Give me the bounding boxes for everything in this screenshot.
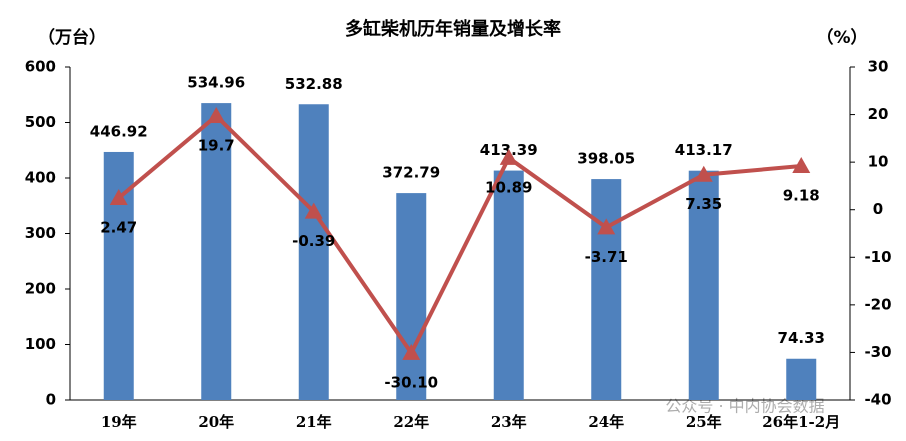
- y2-tick-label: 10: [868, 153, 889, 171]
- bar-value-label: 398.05: [577, 150, 635, 168]
- bar: [591, 179, 622, 400]
- line-value-label: -0.39: [292, 232, 335, 250]
- line-marker: [499, 148, 518, 165]
- line-marker: [694, 165, 713, 182]
- x-tick-label: 21年: [296, 413, 332, 431]
- bar: [493, 170, 524, 400]
- bar-value-label: 532.88: [285, 75, 343, 93]
- y-tick-label: 500: [25, 113, 56, 131]
- y2-tick-label: 0: [873, 200, 883, 218]
- y2-tick-label: -30: [864, 343, 891, 361]
- y2-tick-label: -20: [864, 295, 891, 313]
- line-marker: [109, 188, 128, 205]
- y-tick-label: 400: [25, 169, 56, 187]
- y2-tick-label: 30: [868, 58, 889, 76]
- line-marker: [792, 157, 811, 174]
- x-tick-label: 25年: [686, 413, 722, 431]
- x-tick-label: 26年1-2月: [762, 413, 840, 431]
- line-marker: [402, 343, 421, 360]
- bar: [396, 193, 427, 400]
- y-tick-label: 0: [46, 391, 56, 409]
- line-marker: [304, 202, 323, 219]
- line-marker: [597, 218, 616, 235]
- line-value-label: 7.35: [685, 195, 722, 213]
- y2-axis-label: （%）: [816, 27, 867, 48]
- x-tick-label: 24年: [588, 413, 624, 431]
- bar: [688, 170, 719, 400]
- line-value-label: 19.7: [198, 136, 235, 154]
- y-tick-label: 600: [25, 58, 56, 76]
- y-tick-label: 300: [25, 224, 56, 242]
- line-value-label: -3.71: [585, 248, 628, 266]
- bar-value-label: 534.96: [187, 74, 245, 92]
- y-axis-label: （万台）: [38, 27, 106, 48]
- bar-value-label: 413.17: [675, 141, 733, 159]
- bar: [201, 103, 232, 400]
- y-tick-label: 100: [25, 335, 56, 353]
- line-value-label: 2.47: [100, 218, 137, 236]
- chart-title: 多缸柴机历年销量及增长率: [345, 18, 561, 40]
- x-tick-label: 22年: [393, 413, 429, 431]
- bar-value-label: 372.79: [382, 164, 440, 182]
- line: [117, 113, 802, 357]
- bar-value-label: 74.33: [778, 329, 825, 347]
- bar: [786, 358, 817, 400]
- x-tick-label: 20年: [198, 413, 234, 431]
- line-value-label: 9.18: [783, 187, 820, 205]
- watermark: 公众号 · 中内协会数据: [665, 397, 824, 416]
- line-marker: [207, 106, 226, 123]
- y2-tick-label: -10: [864, 248, 891, 266]
- bar-value-label: 446.92: [90, 122, 148, 140]
- line-value-label: 10.89: [485, 178, 532, 196]
- y-tick-label: 200: [25, 280, 56, 298]
- y2-tick-label: 20: [868, 105, 889, 123]
- x-tick-label: 19年: [101, 413, 137, 431]
- line-value-label: -30.10: [384, 373, 438, 391]
- y2-tick-label: -40: [864, 391, 891, 409]
- bar: [298, 104, 329, 401]
- x-tick-label: 23年: [491, 413, 527, 431]
